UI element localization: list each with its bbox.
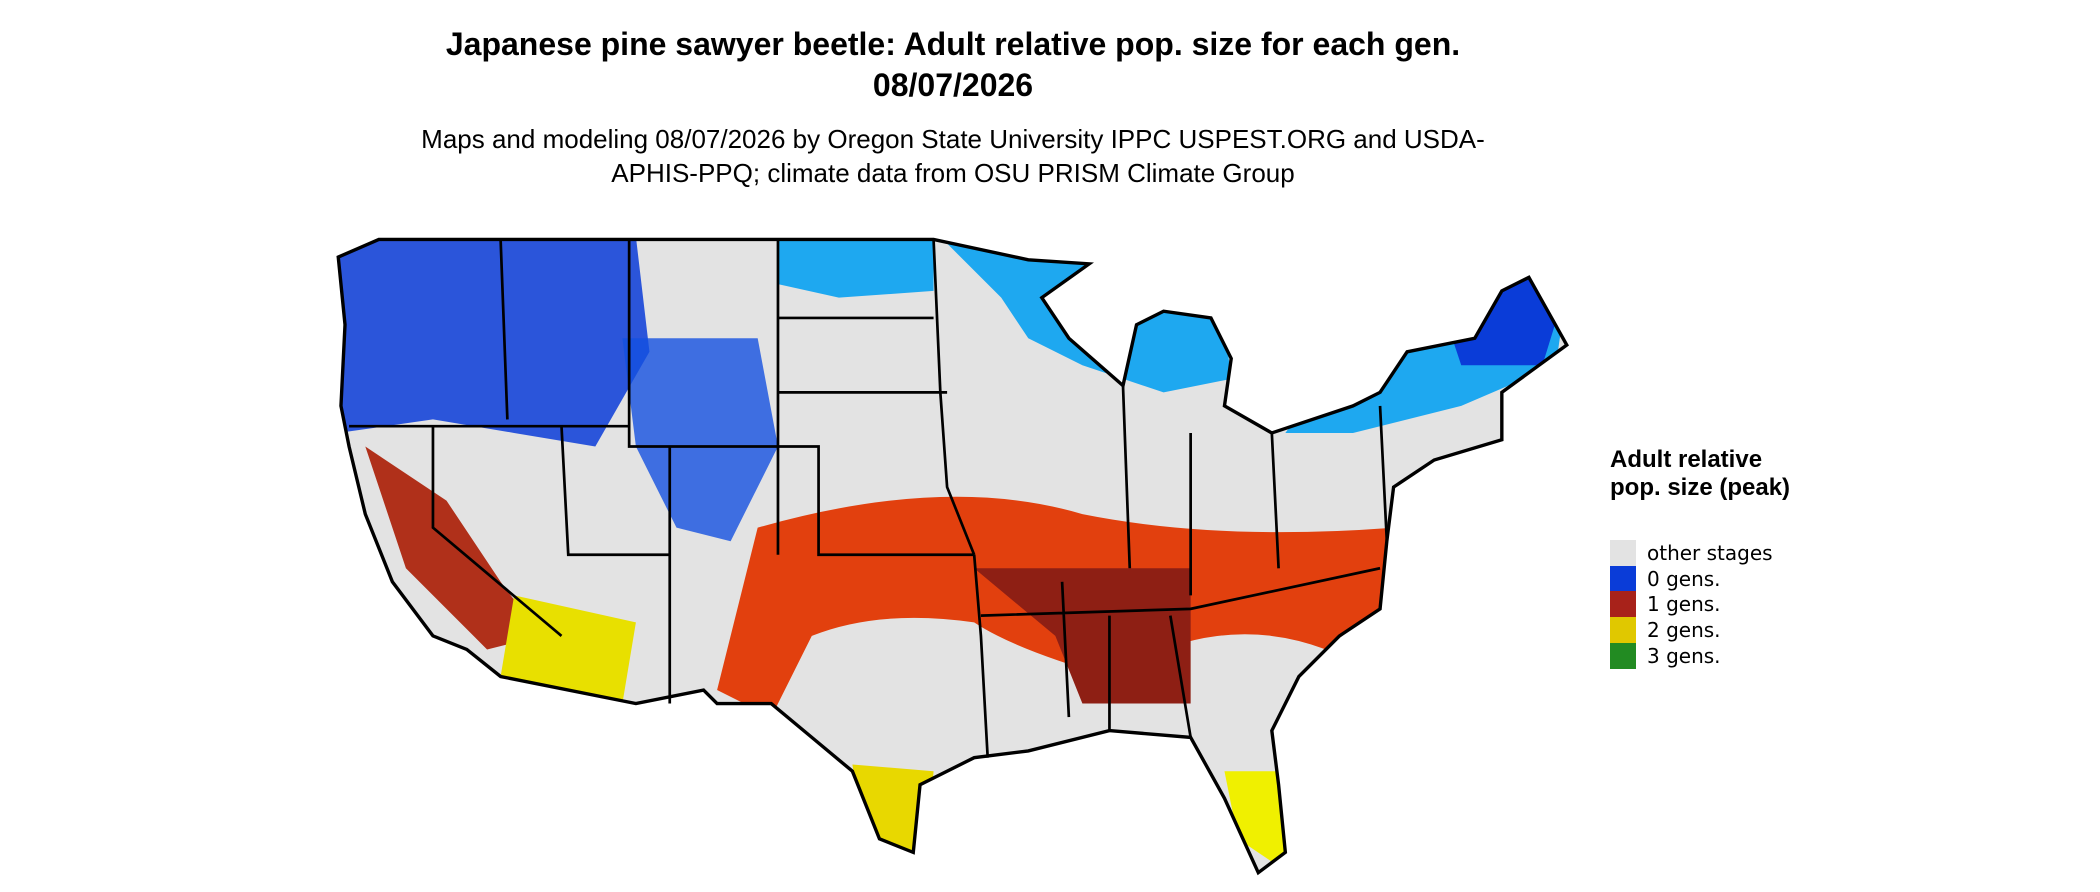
legend-label: other stages: [1647, 541, 1773, 565]
legend-label: 2 gens.: [1647, 618, 1721, 643]
legend-label: 0 gens.: [1647, 566, 1721, 591]
map-title: Japanese pine sawyer beetle: Adult relat…: [445, 26, 1461, 103]
legend-swatch: [1610, 591, 1636, 618]
legend-label: 1 gens.: [1647, 592, 1721, 617]
legend-swatch: [1610, 540, 1636, 566]
legend-swatch: [1610, 565, 1636, 592]
legend-label: 3 gens.: [1647, 643, 1721, 668]
legend-swatch: [1610, 617, 1636, 644]
legend-title: Adult relative pop. size (peak): [1610, 446, 1791, 501]
map-subtitle: Maps and modeling 08/07/2026 by Oregon S…: [421, 124, 1485, 188]
map-body: [336, 237, 1569, 875]
legend-swatch: [1610, 642, 1636, 669]
